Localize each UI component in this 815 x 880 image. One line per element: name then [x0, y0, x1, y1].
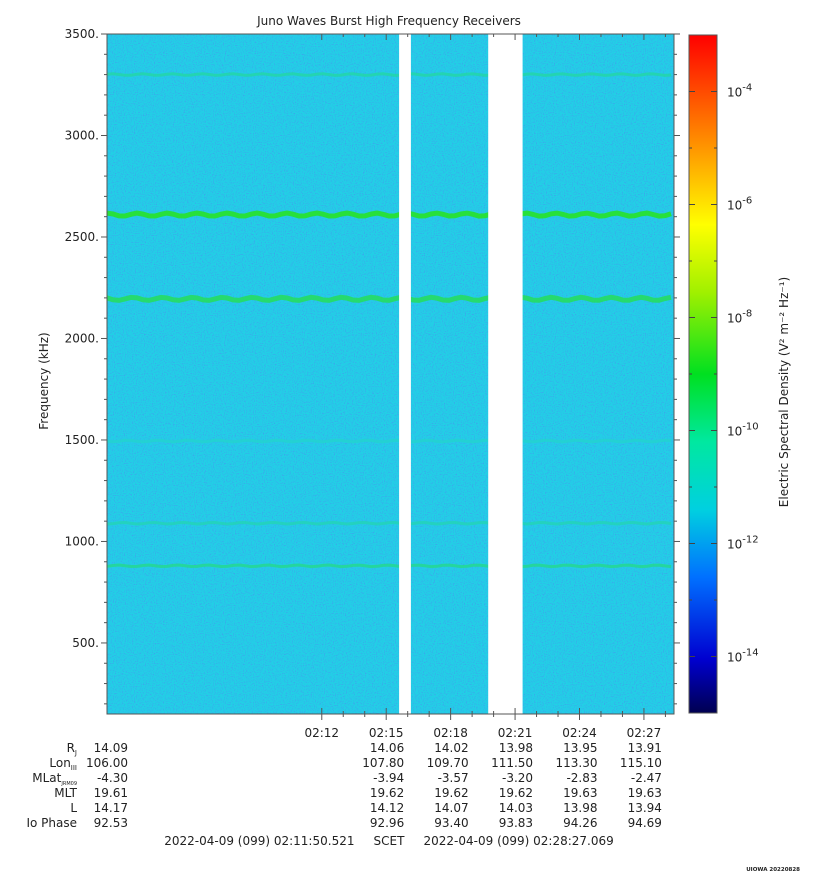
ephemeris-label: MLT: [54, 786, 77, 800]
ephemeris-value: 14.06: [370, 741, 404, 755]
x-tick-label: 02:24: [562, 726, 597, 740]
ephemeris-value: 93.83: [499, 816, 533, 830]
ephemeris-value: 13.94: [628, 801, 662, 815]
footer-tag: UIOWA 20220828: [746, 867, 800, 873]
y-tick-label: 500.: [72, 636, 99, 650]
ephemeris-value: -3.94: [373, 771, 404, 785]
emission-line: [107, 210, 672, 219]
y-tick-label: 1000.: [65, 534, 99, 548]
emission-line: [107, 563, 672, 569]
ephemeris-value: 14.12: [370, 801, 404, 815]
plot-frame: [106, 33, 675, 715]
x-tick-label: 02:18: [433, 726, 468, 740]
ephemeris-label: Io Phase: [26, 816, 77, 830]
ephemeris-value: 93.40: [434, 816, 468, 830]
ephemeris-value: 14.09: [94, 741, 128, 755]
x-tick-label: 02:12: [304, 726, 339, 740]
ephemeris-label: L: [70, 801, 77, 815]
ephemeris-label: RJ: [67, 741, 77, 757]
colorbar-label: Electric Spectral Density (V² m⁻² Hz⁻¹): [777, 277, 791, 507]
noise-texture: [107, 34, 674, 714]
x-tick-label: 02:21: [498, 726, 533, 740]
ephemeris-value: 13.95: [563, 741, 597, 755]
ephemeris-value: 92.96: [370, 816, 404, 830]
colorbar-tick-label: 10-4: [727, 83, 752, 100]
ephemeris-value: -3.20: [502, 771, 533, 785]
colorbar-tick-label: 10-6: [727, 196, 752, 213]
ephemeris-value: -2.47: [631, 771, 662, 785]
axes: [106, 33, 675, 715]
ephemeris-value: 19.62: [370, 786, 404, 800]
y-tick-label: 3000.: [65, 128, 99, 142]
ephemeris-value: 19.63: [563, 786, 597, 800]
colorbar-tick-label: 10-8: [727, 309, 752, 326]
ephemeris-value: 13.98: [563, 801, 597, 815]
ephemeris-value: 106.00: [86, 756, 128, 770]
ephemeris-value: -4.30: [97, 771, 128, 785]
ephemeris-value: 14.17: [94, 801, 128, 815]
colorbar: 10-4 10-6 10-8 10-10 10-12 10-14 Electric Spe…: [688, 34, 791, 714]
ephemeris-value: 109.70: [427, 756, 469, 770]
ephemeris-value: 14.02: [434, 741, 468, 755]
emission-line: [107, 294, 672, 303]
colorbar-tick-label: 10-14: [727, 648, 759, 665]
y-axis-label: Frequency (kHz): [37, 332, 51, 429]
data-gap: [399, 34, 411, 714]
plot-area: [107, 34, 674, 714]
ephemeris-value: -3.57: [438, 771, 469, 785]
colorbar-tick-label: 10-10: [727, 422, 759, 439]
ephemeris-value: 19.63: [628, 786, 662, 800]
ephemeris-value: 14.07: [434, 801, 468, 815]
data-gap: [488, 34, 523, 714]
emission-line: [107, 438, 672, 444]
ephemeris-label: MLatJRM09: [32, 771, 77, 787]
ephemeris-value: 19.62: [499, 786, 533, 800]
emission-line: [107, 520, 672, 526]
ephemeris-label: LonIII: [49, 756, 77, 772]
ephemeris-value: 111.50: [491, 756, 533, 770]
colorbar-gradient: [688, 34, 718, 714]
y-tick-label: 3500.: [65, 27, 99, 41]
ephemeris-value: 19.61: [94, 786, 128, 800]
ephemeris-value: 94.26: [563, 816, 597, 830]
ephemeris-value: 107.80: [362, 756, 404, 770]
time-range-text: 2022-04-09 (099) 02:11:50.521 SCET 2022-…: [164, 834, 614, 848]
ephemeris-value: 115.10: [620, 756, 662, 770]
ephemeris-value: 94.69: [628, 816, 662, 830]
x-tick-label: 02:15: [369, 726, 404, 740]
ephemeris-value: 13.98: [499, 741, 533, 755]
colorbar-tick-label: 10-12: [727, 535, 759, 552]
y-tick-label: 2000.: [65, 331, 99, 345]
ephemeris-value: 113.30: [556, 756, 598, 770]
ephemeris-value: -2.83: [566, 771, 597, 785]
x-tick-label: 02:27: [627, 726, 662, 740]
chart-title: Juno Waves Burst High Frequency Receiver…: [256, 14, 521, 28]
ephemeris-value: 13.91: [628, 741, 662, 755]
y-tick-label: 1500.: [65, 433, 99, 447]
y-tick-label: 2500.: [65, 230, 99, 244]
ephemeris-value: 19.62: [434, 786, 468, 800]
emission-line: [107, 72, 672, 77]
ephemeris-value: 14.03: [499, 801, 533, 815]
ephemeris-value: 92.53: [94, 816, 128, 830]
